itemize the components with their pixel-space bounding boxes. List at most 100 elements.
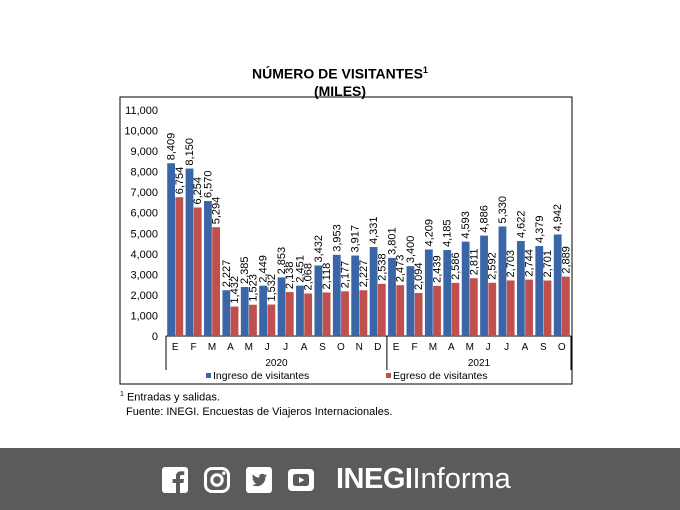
x-tick-label: F xyxy=(191,342,197,353)
bar-ingreso xyxy=(314,265,323,336)
data-label-ingreso: 4,331 xyxy=(368,216,380,244)
bar-ingreso xyxy=(332,254,341,336)
bar-egreso xyxy=(322,292,331,336)
bar-ingreso xyxy=(443,250,452,336)
data-label-egreso: 2,227 xyxy=(358,260,370,288)
data-label-ingreso: 8,150 xyxy=(184,138,196,166)
year-label: 2021 xyxy=(468,358,491,369)
instagram-icon[interactable] xyxy=(204,467,230,493)
data-label-ingreso: 4,886 xyxy=(479,205,491,233)
bar-ingreso xyxy=(204,201,212,336)
bar-egreso xyxy=(304,293,313,336)
y-tick-label: 11,000 xyxy=(125,105,158,117)
x-tick-label: M xyxy=(429,342,437,353)
x-tick-label: J xyxy=(504,342,509,353)
bar-ingreso xyxy=(369,247,378,336)
x-tick-label: M xyxy=(208,342,216,353)
twitter-icon[interactable] xyxy=(246,467,272,493)
youtube-icon[interactable] xyxy=(288,467,314,493)
data-label-ingreso: 3,432 xyxy=(313,235,325,263)
bar-egreso xyxy=(543,280,552,336)
bar-ingreso xyxy=(461,241,470,336)
x-tick-label: E xyxy=(172,342,179,353)
y-tick-label: 1,000 xyxy=(130,310,158,322)
x-tick-label: J xyxy=(265,342,270,353)
chart-title-line2: (MILES) xyxy=(313,82,367,99)
data-label-egreso: 2,138 xyxy=(284,262,296,290)
legend-label: Egreso de visitantes xyxy=(393,370,488,382)
chart-notes: 1 Entradas y salidas. Fuente: INEGI. Enc… xyxy=(120,388,392,419)
bar-egreso xyxy=(525,279,533,336)
facebook-icon[interactable] xyxy=(162,467,188,493)
data-label-egreso: 2,473 xyxy=(395,255,407,283)
bar-egreso xyxy=(433,285,441,336)
x-tick-label: M xyxy=(466,342,474,353)
data-label-ingreso: 5,330 xyxy=(497,196,509,224)
note-line1: Entradas y salidas. xyxy=(126,391,220,404)
data-label-ingreso: 4,185 xyxy=(442,219,454,247)
bar-egreso xyxy=(175,197,184,336)
y-tick-label: 2,000 xyxy=(130,290,158,302)
bar-ingreso xyxy=(406,266,415,336)
bar-egreso xyxy=(230,306,239,336)
data-label-egreso: 2,586 xyxy=(450,252,462,280)
y-tick-label: 10,000 xyxy=(124,126,158,138)
chart-title-footnote-marker: 1 xyxy=(422,65,428,75)
x-tick-label: A xyxy=(301,342,308,353)
data-label-ingreso: 8,409 xyxy=(166,133,178,161)
y-tick-label: 7,000 xyxy=(130,187,158,199)
x-tick-label: D xyxy=(374,342,381,353)
data-label-ingreso: 2,227 xyxy=(221,260,233,288)
brand-bold: INEGI xyxy=(336,463,413,495)
x-tick-label: M xyxy=(245,342,253,353)
x-tick-label: O xyxy=(337,342,345,353)
data-label-ingreso: 2,451 xyxy=(294,255,306,283)
data-label-egreso: 2,744 xyxy=(524,249,536,277)
data-label-egreso: 2,177 xyxy=(339,261,351,289)
data-label-egreso: 5,294 xyxy=(211,197,223,225)
x-tick-label: O xyxy=(558,342,566,353)
x-tick-label: S xyxy=(319,342,326,353)
bar-egreso xyxy=(469,278,478,336)
note-marker: 1 xyxy=(120,391,124,398)
y-tick-label: 5,000 xyxy=(130,228,158,240)
bar-chart: 0 1,000 2,000 3,000 4,000 5,000 6,000 7,000 8,00… xyxy=(119,96,573,385)
data-label-ingreso: 4,593 xyxy=(460,211,472,239)
data-label-egreso: 6,754 xyxy=(174,167,186,195)
bar-ingreso xyxy=(498,226,507,336)
y-tick-label: 8,000 xyxy=(130,167,158,179)
bar-egreso xyxy=(396,285,405,336)
bar-egreso xyxy=(267,304,276,336)
data-label-ingreso: 4,942 xyxy=(552,204,564,232)
x-tick-label: S xyxy=(540,342,547,353)
data-label-ingreso: 3,801 xyxy=(387,227,399,255)
bar-ingreso xyxy=(259,285,268,336)
y-tick-label: 6,000 xyxy=(130,208,158,220)
bar-egreso xyxy=(249,304,257,336)
bar-egreso xyxy=(212,227,221,336)
inegi-informa-logo[interactable]: INEGIInforma xyxy=(336,462,511,496)
data-label-egreso: 2,538 xyxy=(376,253,388,281)
bar-ingreso xyxy=(351,255,360,336)
bar-egreso xyxy=(285,292,294,336)
bar-egreso xyxy=(377,283,386,336)
bar-ingreso xyxy=(424,249,433,336)
footer-bar: INEGIInforma xyxy=(0,448,680,510)
y-tick-label: 4,000 xyxy=(130,249,158,261)
data-label-ingreso: 4,209 xyxy=(423,219,435,247)
bar-egreso xyxy=(506,280,515,336)
data-label-ingreso: 3,953 xyxy=(331,224,343,252)
y-tick-label: 9,000 xyxy=(130,146,158,158)
bar-ingreso xyxy=(535,246,544,336)
chart-title-line1: NÚMERO DE VISITANTES xyxy=(252,65,423,82)
x-tick-label: N xyxy=(356,342,363,353)
chart-frame xyxy=(119,96,573,385)
bar-ingreso xyxy=(388,257,396,336)
note-line2: Fuente: INEGI. Encuestas de Viajeros Int… xyxy=(126,405,393,418)
bar-ingreso xyxy=(167,163,176,336)
year-label: 2020 xyxy=(265,358,288,369)
data-label-egreso: 1,532 xyxy=(266,274,278,302)
data-label-egreso: 2,701 xyxy=(542,250,554,278)
x-tick-label: A xyxy=(522,342,529,353)
data-label-ingreso: 2,385 xyxy=(239,256,251,284)
